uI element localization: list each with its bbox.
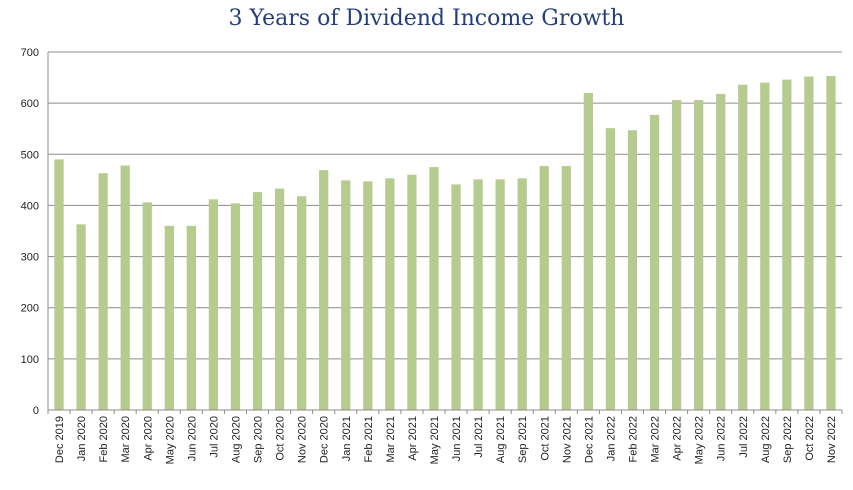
bar bbox=[274, 188, 285, 410]
bar bbox=[738, 84, 748, 410]
bar bbox=[142, 202, 152, 410]
x-tick-label: Jul 2020 bbox=[208, 416, 220, 458]
x-tick-label: Jan 2022 bbox=[605, 416, 617, 461]
chart-title: 3 Years of Dividend Income Growth bbox=[228, 6, 625, 31]
x-tick-label: Sep 2021 bbox=[517, 416, 529, 463]
x-tick-label: Jan 2021 bbox=[341, 416, 353, 461]
x-tick-label: Feb 2021 bbox=[363, 416, 375, 462]
x-tick-label: Jul 2021 bbox=[473, 416, 485, 458]
x-tick-label: Nov 2021 bbox=[561, 416, 573, 463]
y-tick-label: 200 bbox=[21, 303, 39, 315]
bar bbox=[208, 199, 219, 410]
x-tick-label: Feb 2022 bbox=[627, 416, 639, 462]
x-tick-label: May 2022 bbox=[694, 416, 706, 464]
bars bbox=[54, 76, 836, 411]
gridlines bbox=[48, 51, 842, 360]
x-tick-label: Jun 2021 bbox=[451, 416, 463, 461]
y-tick-label: 600 bbox=[21, 98, 39, 110]
x-tick-label: Mar 2020 bbox=[120, 416, 132, 462]
bar bbox=[164, 225, 174, 410]
bar bbox=[804, 76, 814, 410]
x-tick-label: Dec 2021 bbox=[583, 416, 595, 463]
bar bbox=[561, 166, 571, 410]
bar bbox=[54, 159, 64, 410]
x-tick-label: Jul 2022 bbox=[738, 416, 750, 458]
y-tick-label: 400 bbox=[21, 200, 39, 212]
bar bbox=[76, 224, 86, 410]
bar bbox=[319, 170, 329, 410]
bar bbox=[363, 181, 373, 410]
bar bbox=[120, 165, 130, 410]
x-tick-label: Aug 2022 bbox=[760, 416, 772, 463]
bar bbox=[583, 92, 593, 411]
x-tick-label: Jan 2020 bbox=[76, 416, 88, 461]
y-tick-label: 700 bbox=[21, 47, 39, 59]
x-tick-label: Mar 2022 bbox=[650, 416, 662, 462]
bar bbox=[407, 174, 417, 410]
bar bbox=[385, 178, 395, 410]
axes: 0 100 200 300 400 500 600 700 Dec 2019 Jan 2020 Fe… bbox=[21, 47, 843, 464]
x-tick-label: May 2021 bbox=[429, 416, 441, 464]
y-tick-label: 100 bbox=[21, 354, 39, 366]
x-tick-label: Sep 2022 bbox=[782, 416, 794, 463]
bar bbox=[694, 100, 704, 411]
bar bbox=[473, 179, 483, 410]
bar bbox=[649, 114, 660, 411]
bar bbox=[186, 225, 196, 410]
x-tick-label: Sep 2020 bbox=[253, 416, 265, 463]
bar bbox=[98, 173, 108, 410]
x-tick-label: Apr 2022 bbox=[672, 416, 684, 461]
x-tick-label: May 2020 bbox=[164, 416, 176, 464]
x-tick-label: Aug 2020 bbox=[230, 416, 242, 463]
bar bbox=[627, 130, 638, 410]
bar bbox=[605, 128, 616, 410]
bar bbox=[517, 178, 527, 410]
x-tick-label: Dec 2019 bbox=[54, 416, 66, 463]
bar bbox=[716, 93, 726, 411]
x-tick-label: Oct 2021 bbox=[539, 416, 551, 461]
y-tick-label: 300 bbox=[21, 252, 39, 264]
bar bbox=[826, 76, 836, 410]
bar bbox=[429, 167, 439, 410]
y-tick-label: 0 bbox=[33, 405, 39, 417]
x-tick-label: Apr 2021 bbox=[407, 416, 419, 461]
bar bbox=[782, 79, 792, 411]
bar bbox=[495, 179, 505, 410]
x-tick-label: Nov 2022 bbox=[826, 416, 838, 463]
x-tick-label: Dec 2020 bbox=[319, 416, 331, 463]
x-tick-label: Nov 2020 bbox=[297, 416, 309, 463]
bar bbox=[760, 82, 770, 410]
x-tick-label: Mar 2021 bbox=[385, 416, 397, 462]
x-tick-label: Jun 2020 bbox=[186, 416, 198, 461]
y-tick-label: 500 bbox=[21, 149, 39, 161]
x-tick-label: Jun 2022 bbox=[716, 416, 728, 461]
bar bbox=[297, 196, 307, 410]
bar bbox=[341, 180, 351, 410]
x-tick-label: Oct 2022 bbox=[804, 416, 816, 461]
x-tick-label: Oct 2020 bbox=[275, 416, 287, 461]
bar bbox=[539, 166, 549, 410]
bar bbox=[671, 100, 682, 411]
x-tick-label: Aug 2021 bbox=[495, 416, 507, 463]
x-tick-label: Feb 2020 bbox=[98, 416, 110, 462]
bar bbox=[230, 203, 241, 410]
bar bbox=[451, 184, 461, 410]
x-tick-label: Apr 2020 bbox=[142, 416, 154, 461]
bar bbox=[252, 192, 263, 410]
